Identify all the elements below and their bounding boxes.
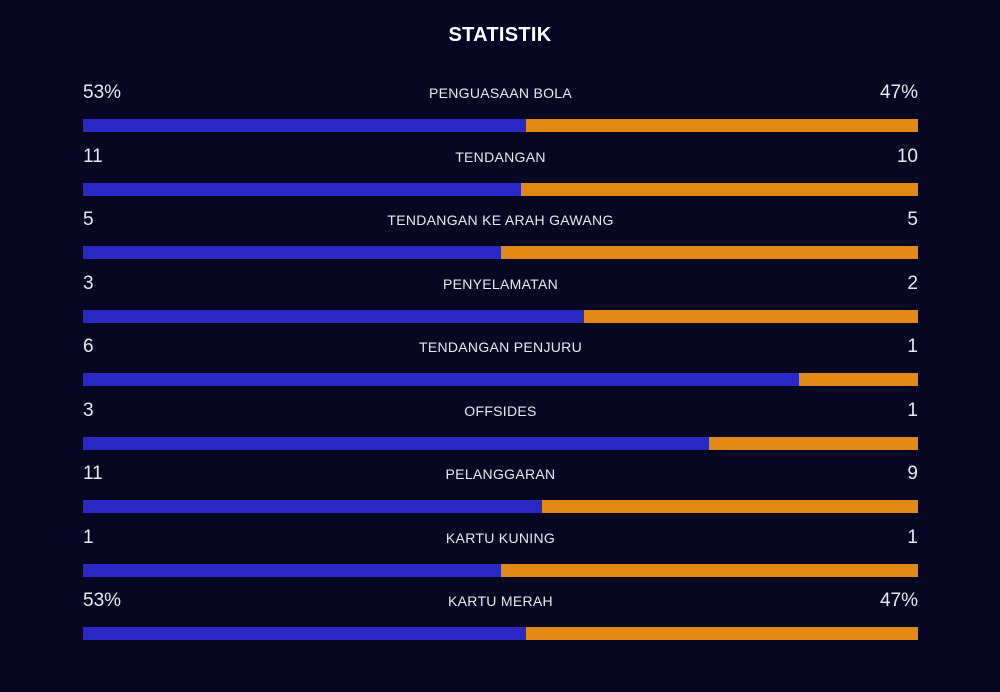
home-bar-fill (83, 182, 521, 196)
home-value: 3 (83, 399, 94, 421)
stat-label: TENDANGAN (455, 148, 546, 165)
comparison-bar (83, 627, 918, 640)
stat-label: TENDANGAN KE ARAH GAWANG (387, 212, 614, 228)
away-bar-fill (500, 563, 918, 577)
home-value: 1 (83, 526, 94, 548)
stat-label: KARTU KUNING (445, 529, 556, 546)
stat-label: KARTU MERAH (448, 593, 553, 609)
home-value: 11 (83, 145, 103, 167)
away-value: 1 (907, 399, 918, 421)
stat-row-yellow-cards: 1 KARTU KUNING 1 (83, 524, 918, 588)
home-bar-fill (83, 563, 501, 577)
home-bar-fill (83, 373, 799, 386)
stats-list: 53% PENGUASAAN BOLA 47% 11 TENDANGAN 10 … (83, 79, 918, 651)
away-bar-fill (525, 119, 918, 132)
home-value: 5 (83, 209, 94, 230)
stat-row-corners: 6 TENDANGAN PENJURU 1 (83, 333, 918, 397)
stat-label: OFFSIDES (464, 402, 537, 419)
stat-row-shots: 11 TENDANGAN 10 (83, 143, 918, 207)
stat-row-fouls: 11 PELANGGARAN 9 (83, 460, 918, 524)
away-bar-fill (525, 627, 918, 640)
home-bar-fill (83, 436, 710, 450)
away-value: 10 (896, 145, 918, 167)
away-value: 2 (907, 272, 918, 294)
comparison-bar (83, 500, 918, 513)
away-bar-fill (584, 309, 918, 323)
away-value: 5 (907, 209, 918, 230)
comparison-bar (83, 119, 918, 132)
home-bar-fill (83, 309, 584, 323)
stat-row-red-cards: 53% KARTU MERAH 47% (83, 587, 918, 651)
stat-row-possession: 53% PENGUASAAN BOLA 47% (83, 79, 918, 143)
stat-row-saves: 3 PENYELAMATAN 2 (83, 270, 918, 334)
away-bar-fill (500, 246, 918, 259)
away-bar-fill (798, 373, 918, 386)
away-bar-fill (542, 500, 918, 513)
away-value: 47% (879, 82, 918, 103)
away-value: 1 (907, 526, 918, 548)
away-value: 47% (879, 590, 918, 611)
stat-row-offsides: 3 OFFSIDES 1 (83, 397, 918, 461)
home-value: 11 (83, 463, 103, 484)
home-value: 3 (83, 272, 94, 294)
comparison-bar (83, 246, 918, 259)
home-bar-fill (83, 500, 543, 513)
stat-row-shots-on-target: 5 TENDANGAN KE ARAH GAWANG 5 (83, 206, 918, 270)
stats-title: STATISTIK (448, 24, 552, 46)
stat-label: PENYELAMATAN (442, 275, 559, 292)
comparison-bar (83, 373, 918, 386)
comparison-bar (83, 436, 918, 450)
comparison-bar (83, 563, 918, 577)
away-bar-fill (520, 182, 918, 196)
home-bar-fill (83, 246, 501, 259)
home-value: 6 (83, 336, 94, 357)
away-bar-fill (709, 436, 918, 450)
home-value: 53% (83, 590, 122, 611)
stat-label: PENGUASAAN BOLA (429, 85, 572, 101)
comparison-bar (83, 309, 918, 323)
stat-label: PELANGGARAN (445, 466, 556, 482)
home-bar-fill (83, 119, 526, 132)
home-value: 53% (83, 82, 122, 103)
away-value: 1 (907, 336, 918, 357)
away-value: 9 (907, 463, 918, 484)
stat-label: TENDANGAN PENJURU (418, 339, 582, 355)
home-bar-fill (83, 627, 526, 640)
comparison-bar (83, 182, 918, 196)
